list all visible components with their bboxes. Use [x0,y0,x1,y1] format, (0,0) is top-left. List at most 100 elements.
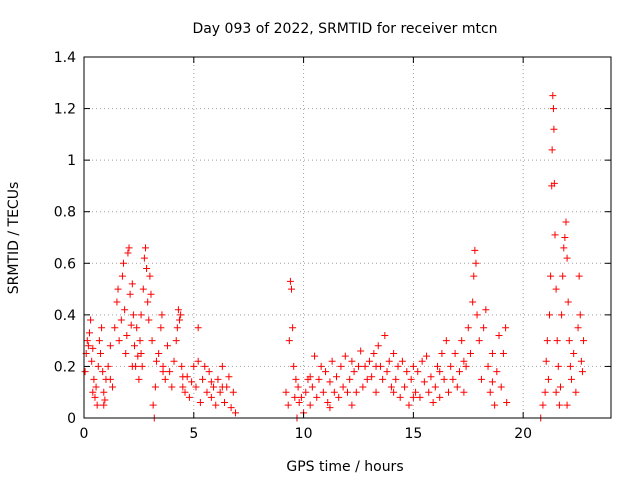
data-point [544,375,552,383]
data-point [131,342,139,350]
data-point [565,337,573,345]
data-point [462,362,470,370]
data-point [157,324,165,332]
data-point [482,306,490,314]
data-point [89,344,97,352]
data-point [442,337,450,345]
data-point [176,316,184,324]
data-point [101,396,109,404]
data-point [113,298,121,306]
data-point [434,362,442,370]
data-point [495,331,503,339]
data-point [578,368,586,376]
data-point [159,368,167,376]
data-point [98,324,106,332]
data-point [146,272,154,280]
data-point [194,357,202,365]
data-point [361,362,369,370]
data-point [558,311,566,319]
data-point [363,375,371,383]
data-point [118,272,126,280]
data-point [136,337,144,345]
y-tick-label: 1.2 [54,102,76,118]
data-point [429,399,437,407]
data-point [291,393,299,401]
data-point [458,337,466,345]
data-point [225,373,233,381]
data-point [563,401,571,409]
data-point [555,401,563,409]
data-point [471,246,479,254]
data-point [100,401,108,409]
data-point [552,285,560,293]
data-point [91,393,99,401]
data-point [472,259,480,267]
data-point [541,388,549,396]
data-point [423,352,431,360]
data-point [188,378,196,386]
data-point [140,254,148,262]
data-point [93,401,101,409]
data-point [106,375,114,383]
plot-frame [83,56,612,419]
data-point [122,350,130,358]
data-point [570,350,578,358]
data-point [109,383,117,391]
data-point [436,368,444,376]
data-point [563,254,571,262]
data-point [543,337,551,345]
y-tick-label: 0 [67,411,76,427]
data-point [117,316,125,324]
data-point [196,399,204,407]
data-point [127,321,135,329]
data-point [475,337,483,345]
data-point [394,362,402,370]
data-point [139,285,147,293]
data-point [396,393,404,401]
data-point [470,272,478,280]
data-point [221,399,229,407]
data-point [551,231,559,239]
data-point [218,383,226,391]
data-point [328,357,336,365]
data-point [199,375,207,383]
data-point [567,375,575,383]
data-point [564,298,572,306]
data-point [170,357,178,365]
data-point [372,362,380,370]
data-point [547,272,555,280]
data-point [438,350,446,358]
data-point [484,362,492,370]
data-point [315,375,323,383]
data-point [128,362,136,370]
data-point [294,383,302,391]
data-point [129,311,137,319]
data-point [179,383,187,391]
data-point [148,337,156,345]
data-point [539,401,547,409]
data-point [403,368,411,376]
data-point [354,362,362,370]
data-point [121,306,129,314]
data-point [431,383,439,391]
x-tick-label: 20 [514,426,532,442]
data-point [503,399,511,407]
data-point [201,362,209,370]
data-point [163,342,171,350]
data-point [418,357,426,365]
data-point [549,92,557,100]
data-point [95,337,103,345]
data-point [138,362,146,370]
data-point [574,324,582,332]
data-point [480,324,488,332]
data-point [177,311,185,319]
data-point [499,350,507,358]
data-point [436,393,444,401]
data-point [372,388,380,396]
data-point [179,373,187,381]
data-point [319,388,327,396]
data-point [205,368,213,376]
data-point [392,375,400,383]
data-point [491,401,499,409]
